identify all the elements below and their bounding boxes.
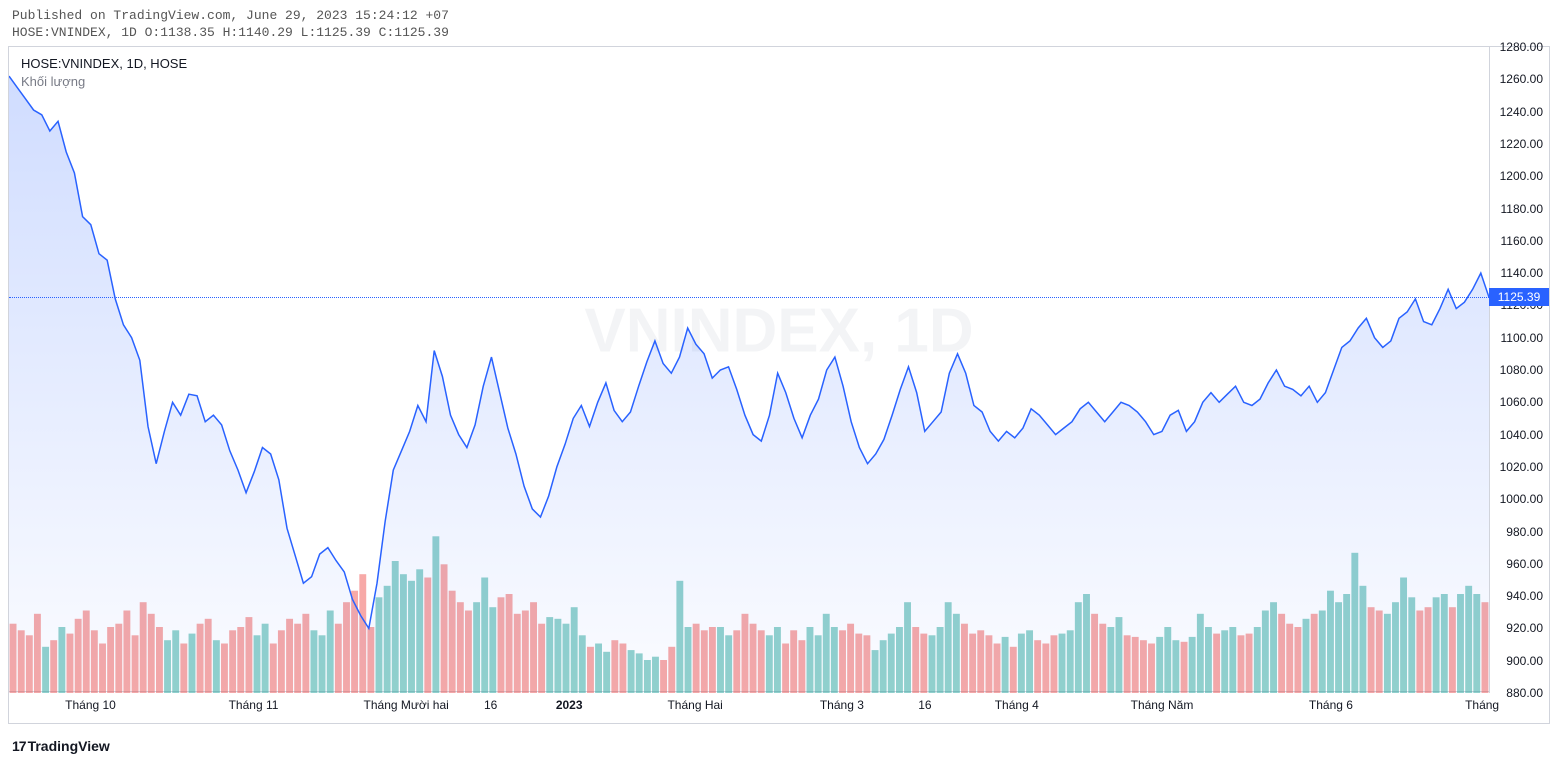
x-tick: Tháng 6 bbox=[1309, 698, 1353, 712]
x-tick: Tháng Hai bbox=[667, 698, 722, 712]
y-tick: 1000.00 bbox=[1500, 492, 1543, 506]
last-price-line bbox=[9, 297, 1489, 298]
x-tick: 16 bbox=[484, 698, 497, 712]
y-tick: 940.00 bbox=[1506, 589, 1543, 603]
x-tick: Tháng Năm bbox=[1131, 698, 1194, 712]
y-tick: 980.00 bbox=[1506, 525, 1543, 539]
ohlc-line: HOSE:VNINDEX, 1D O:1138.35 H:1140.29 L:1… bbox=[0, 25, 1558, 44]
y-tick: 1280.00 bbox=[1500, 40, 1543, 54]
chart-legend[interactable]: HOSE:VNINDEX, 1D, HOSE Khối lượng bbox=[21, 55, 187, 91]
y-tick: 1080.00 bbox=[1500, 363, 1543, 377]
brand-text: TradingView bbox=[28, 738, 110, 754]
tradingview-brand[interactable]: 17TradingView bbox=[12, 738, 110, 754]
brand-glyph: 17 bbox=[12, 738, 26, 754]
y-tick: 1100.00 bbox=[1501, 331, 1544, 345]
y-tick: 1020.00 bbox=[1500, 460, 1543, 474]
y-tick: 1240.00 bbox=[1500, 105, 1543, 119]
y-tick: 1060.00 bbox=[1500, 395, 1543, 409]
y-tick: 1220.00 bbox=[1500, 137, 1543, 151]
y-tick: 1160.00 bbox=[1501, 234, 1544, 248]
y-tick: 1140.00 bbox=[1501, 266, 1544, 280]
y-tick: 900.00 bbox=[1506, 654, 1543, 668]
x-tick: Tháng 10 bbox=[65, 698, 116, 712]
price-area-chart bbox=[9, 47, 1489, 693]
x-tick: Tháng 4 bbox=[995, 698, 1039, 712]
x-tick: Tháng 3 bbox=[820, 698, 864, 712]
x-tick: 16 bbox=[918, 698, 931, 712]
y-tick: 920.00 bbox=[1506, 621, 1543, 635]
y-tick: 1200.00 bbox=[1500, 169, 1543, 183]
published-line: Published on TradingView.com, June 29, 2… bbox=[0, 0, 1558, 25]
y-tick: 1260.00 bbox=[1500, 72, 1543, 86]
y-tick: 880.00 bbox=[1506, 686, 1543, 700]
plot-pane[interactable] bbox=[9, 47, 1489, 693]
last-price-flag: 1125.39 bbox=[1489, 288, 1549, 306]
legend-volume[interactable]: Khối lượng bbox=[21, 73, 187, 91]
legend-symbol[interactable]: HOSE:VNINDEX, 1D, HOSE bbox=[21, 55, 187, 73]
price-axis[interactable]: 880.00900.00920.00940.00960.00980.001000… bbox=[1489, 47, 1549, 693]
x-tick: Tháng Mười hai bbox=[364, 698, 449, 712]
x-tick: 2023 bbox=[556, 698, 583, 712]
y-tick: 960.00 bbox=[1506, 557, 1543, 571]
chart-frame[interactable]: HOSE:VNINDEX, 1D, HOSE Khối lượng VNINDE… bbox=[8, 46, 1550, 724]
y-tick: 1180.00 bbox=[1501, 202, 1544, 216]
time-axis[interactable]: Tháng 10 Tháng 11 Tháng Mười hai 16 2023 Thán… bbox=[9, 691, 1489, 723]
x-tick: Tháng 11 bbox=[229, 698, 279, 712]
x-tick: Tháng bbox=[1465, 698, 1499, 712]
y-tick: 1040.00 bbox=[1500, 428, 1543, 442]
